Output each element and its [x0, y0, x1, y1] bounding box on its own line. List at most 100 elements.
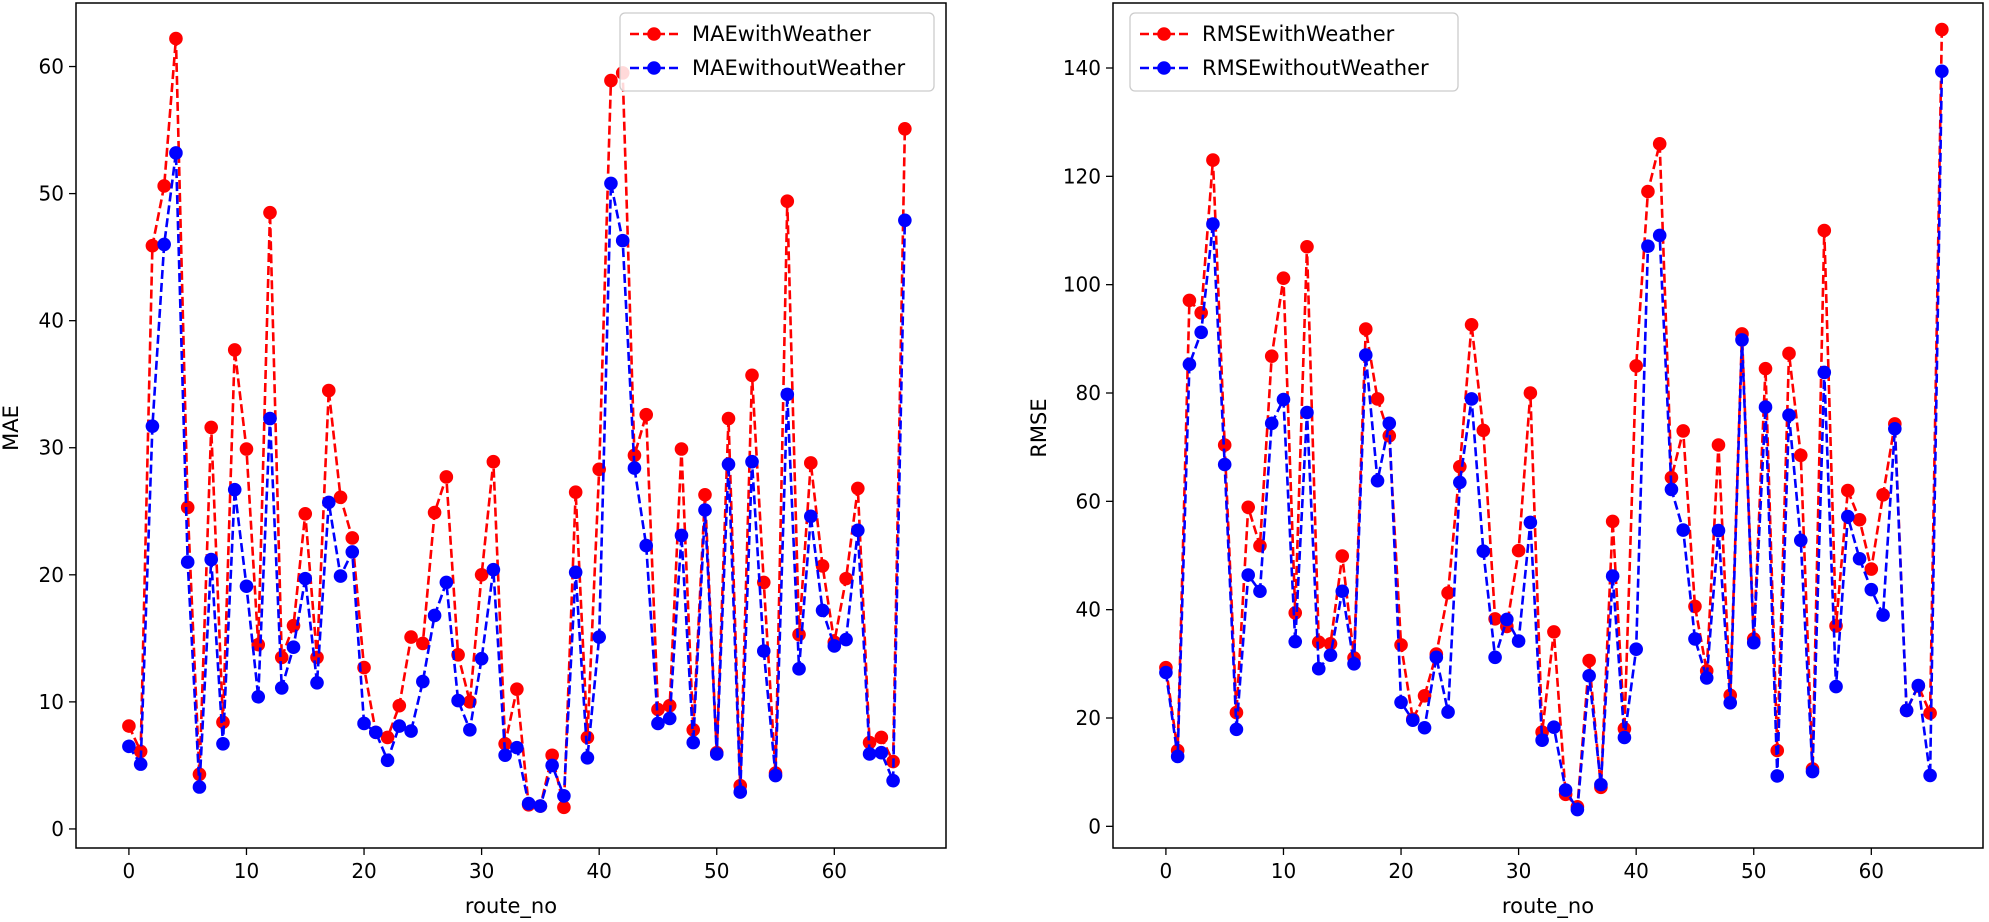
mae-series-0-point — [263, 205, 277, 220]
mae-series-1-point — [686, 735, 701, 750]
rmse-series-0-point — [1641, 184, 1655, 199]
rmse-series-0-point — [1605, 514, 1620, 529]
mae-series-0-point — [439, 470, 454, 484]
rmse-legend-box — [1129, 12, 1459, 92]
rmse-series-1-point — [1159, 665, 1173, 680]
rmse-series-1-point — [1170, 749, 1185, 764]
rmse-series-0-point — [1194, 306, 1208, 320]
rmse-series-0-point — [1335, 549, 1350, 563]
rmse-series-0-point — [1358, 322, 1373, 336]
rmse-legend-label-1: RMSEwithoutWeather — [1202, 56, 1429, 80]
mae-series-1-point — [416, 674, 430, 689]
rmse-series-1-point — [1652, 228, 1667, 243]
mae-series-1-point — [839, 632, 853, 647]
mae-series-1-point — [286, 640, 301, 655]
mae-series-1-point — [321, 495, 336, 510]
mae-series-1-point — [133, 757, 148, 771]
mae-series-1-point — [886, 773, 900, 788]
rmse-xtick-label: 10 — [1271, 859, 1296, 883]
mae-legend-marker-1 — [647, 61, 661, 75]
mae-series-0-point — [874, 730, 889, 745]
rmse-series-1-point — [1382, 416, 1397, 431]
mae-ytick-label: 30 — [39, 436, 64, 460]
rmse-series-0-point — [1840, 483, 1855, 498]
mae-legend-label-0: MAEwithWeather — [692, 22, 871, 46]
mae-series-1-point — [274, 681, 289, 695]
rmse-series-0-point — [1241, 500, 1256, 515]
mae-series-0-point — [627, 448, 642, 463]
mae-axes-frame — [75, 2, 947, 849]
mae-series-0-point — [604, 73, 618, 88]
rmse-ylabel: RMSE — [1027, 398, 1051, 457]
rmse-series-1-point — [1570, 802, 1585, 817]
rmse-series-1-point — [1782, 408, 1796, 423]
mae-series-0-point — [216, 715, 230, 730]
mae-series-0-point — [545, 748, 559, 763]
mae-series-1-point — [604, 176, 618, 191]
rmse-xtick-label: 50 — [1741, 859, 1766, 883]
mae-ytick-label: 50 — [39, 182, 64, 206]
mae-xtick-label: 0 — [123, 859, 136, 883]
mae-series-0-point — [698, 487, 712, 502]
mae-series-1-point — [545, 758, 559, 773]
rmse-series-1-point — [1793, 533, 1808, 548]
mae-series-1-point — [768, 768, 783, 783]
mae-series-1-point — [227, 482, 242, 497]
rmse-series-1-point — [1911, 678, 1926, 693]
rmse-ytick-label: 140 — [1063, 56, 1101, 80]
mae-series-0-point — [898, 121, 912, 136]
mae-series-0-point — [392, 698, 407, 713]
rmse-series-0-point — [1476, 423, 1491, 438]
rmse-series-0-point — [1711, 438, 1726, 452]
rmse-series-1-point — [1241, 568, 1256, 582]
mae-series-1-point — [122, 739, 136, 754]
mae-series-1-point — [780, 387, 795, 402]
mae-xtick-label: 60 — [822, 859, 847, 883]
rmse-series-1-point — [1817, 365, 1832, 380]
mae-series-0-point — [416, 636, 430, 651]
rmse-series-1-point — [1723, 696, 1738, 710]
rmse-series-1-point — [1594, 777, 1608, 792]
mae-series-1-point — [263, 411, 277, 426]
mae-series-1-point — [439, 575, 454, 590]
rmse-series-1-point — [1335, 584, 1350, 599]
mae-series-1-point — [651, 716, 665, 731]
mae-series-0-point — [745, 368, 759, 383]
rmse-series-0-point — [1758, 361, 1773, 376]
rmse-series-1-point — [1676, 523, 1691, 537]
rmse-axes-frame — [1112, 2, 1984, 849]
rmse-legend-marker-0 — [1157, 27, 1171, 41]
rmse-series-0-point — [1206, 153, 1220, 167]
rmse-ytick-label: 100 — [1063, 273, 1101, 297]
mae-series-1-point — [404, 724, 418, 738]
mae-series-1-point — [803, 509, 818, 524]
rmse-series-0-point — [1253, 538, 1267, 553]
rmse-series-1-point — [1511, 634, 1526, 648]
mae-series-1-point — [615, 233, 630, 248]
mae-series-1-point — [627, 461, 642, 475]
mae-xlabel: route_no — [465, 894, 557, 919]
mae-series-0-point — [486, 454, 501, 469]
rmse-series-1-point — [1899, 703, 1914, 718]
rmse-series-1-point — [1547, 720, 1561, 735]
rmse-series-1-point — [1229, 722, 1244, 737]
rmse-series-0-point — [1864, 562, 1879, 576]
mae-series-0-point — [510, 682, 524, 696]
rmse-series-1-point — [1935, 64, 1949, 79]
rmse-series-1-point — [1699, 671, 1714, 685]
rmse-ytick-label: 40 — [1076, 598, 1101, 622]
mae-series-1-line — [127, 151, 907, 808]
mae-series-1-point — [557, 789, 571, 803]
mae-series-1-point — [357, 716, 371, 731]
rmse-series-1-point — [1394, 695, 1408, 710]
mae-series-1-point — [451, 693, 465, 708]
mae-series-0-point — [427, 505, 442, 520]
mae-legend: MAEwithWeather MAEwithoutWeather — [619, 12, 935, 92]
rmse-xtick-label: 60 — [1859, 859, 1884, 883]
rmse-series-1-point — [1805, 764, 1820, 779]
rmse-series-0-point — [1288, 606, 1303, 620]
rmse-series-0-point — [1264, 349, 1279, 363]
rmse-series-1-point — [1347, 657, 1361, 671]
rmse-ytick-label: 120 — [1063, 164, 1101, 188]
mae-series-1-point — [169, 146, 183, 160]
